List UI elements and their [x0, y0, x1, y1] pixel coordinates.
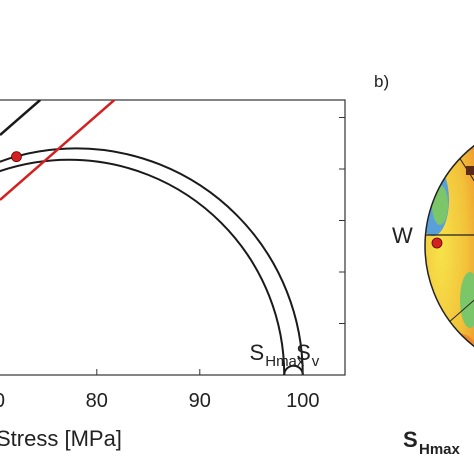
axis-label: S: [403, 427, 418, 452]
net-patch: [432, 185, 448, 225]
plot-frame: [0, 99, 346, 376]
point: [11, 151, 22, 163]
direction-label: W: [392, 223, 413, 248]
net-patch: [460, 272, 474, 328]
net-marker: [466, 166, 474, 175]
panel-label: b): [374, 72, 389, 91]
stereonet: b) W S Hmax: [374, 72, 474, 458]
net-fill: [425, 119, 474, 373]
net-outline: [424, 144, 474, 348]
circle-label: S: [296, 340, 311, 365]
net-patch: [435, 333, 474, 357]
circle-subscript: v: [312, 353, 320, 370]
circle-label: S: [250, 340, 265, 365]
x-tick-label: 80: [86, 390, 108, 412]
line: [0, 100, 116, 201]
x-tick-label: 100: [286, 390, 319, 412]
plot-content: [0, 100, 304, 375]
net-point: [431, 237, 443, 249]
x-tick-label: 90: [189, 390, 211, 412]
x-tick-label: 70: [0, 390, 5, 412]
x-axis-label: Stress [MPa]: [0, 426, 122, 451]
mohr-circle: [0, 158, 286, 375]
circle-cap: [283, 364, 304, 375]
line: [0, 100, 41, 136]
mohr-circle: [0, 147, 304, 375]
axis-subscript: Hmax: [419, 441, 461, 458]
circle-subscript: Hmax: [265, 353, 305, 370]
